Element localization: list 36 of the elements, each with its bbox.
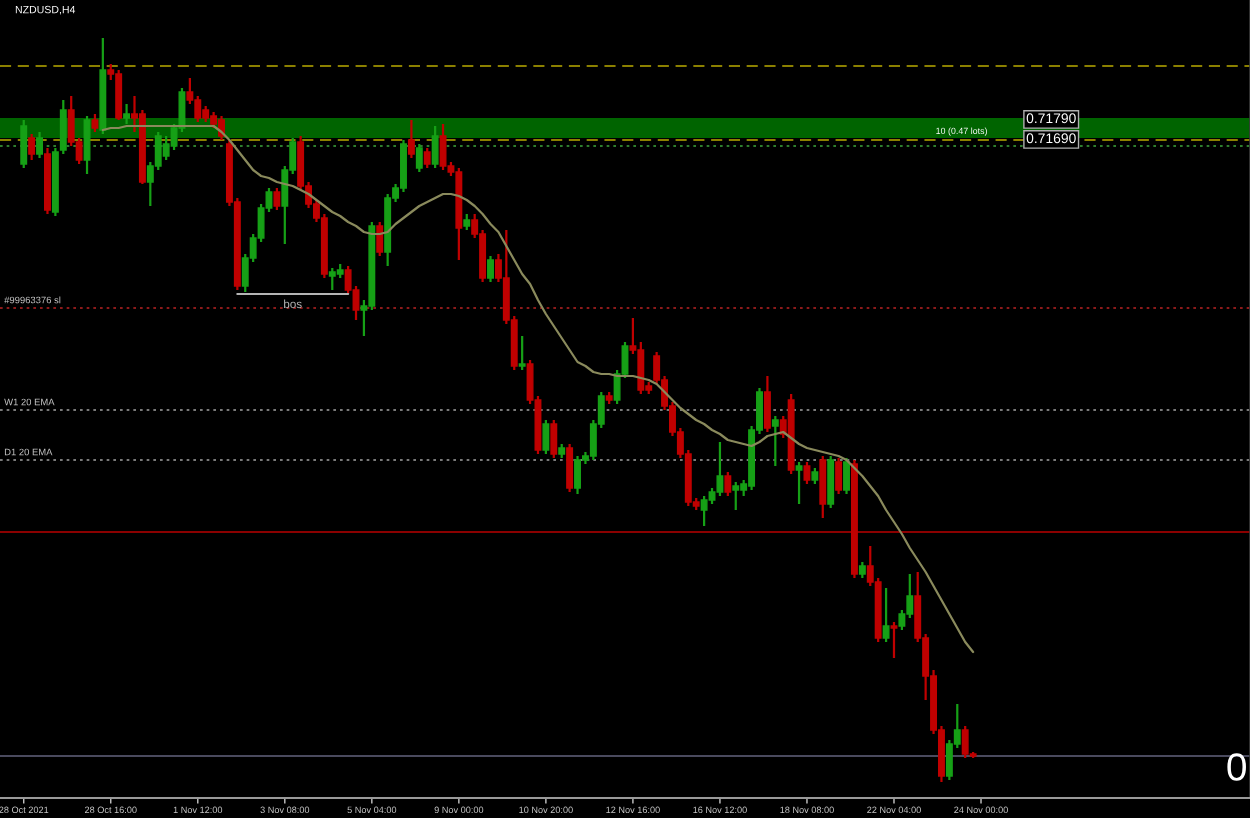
candlestick: [732, 480, 740, 512]
candlestick: [803, 460, 811, 486]
candlestick: [36, 130, 44, 160]
candlestick: [771, 414, 779, 468]
candlestick: [273, 186, 281, 212]
candlestick: [415, 142, 423, 174]
candlestick: [700, 494, 708, 528]
candlestick: [376, 220, 384, 258]
candlestick: [542, 418, 550, 456]
candlestick: [574, 454, 581, 496]
candlestick: [487, 254, 494, 284]
candlestick: [961, 724, 969, 760]
candlestick: [123, 102, 131, 126]
candlestick: [439, 122, 447, 172]
candlestick: [835, 456, 843, 496]
candlestick: [431, 124, 439, 170]
candlestick: [423, 146, 431, 170]
candlestick: [518, 334, 526, 372]
candlestick: [763, 374, 771, 434]
candlestick: [843, 456, 850, 496]
candlestick: [795, 460, 803, 506]
candlestick: [407, 118, 415, 160]
candlestick: [328, 266, 336, 292]
candlestick: [20, 118, 28, 170]
candlestick: [28, 132, 36, 162]
text: 0: [1227, 753, 1246, 781]
candlestick: [724, 470, 732, 498]
candlestick: [550, 418, 558, 460]
candlestick: [827, 454, 835, 510]
candlestick: [400, 138, 407, 194]
candlestick: [115, 68, 123, 122]
candlestick: [819, 454, 827, 520]
candlestick: [716, 440, 724, 498]
candlestick: [566, 442, 574, 494]
candlestick: [890, 620, 898, 660]
candlestick: [882, 586, 890, 644]
